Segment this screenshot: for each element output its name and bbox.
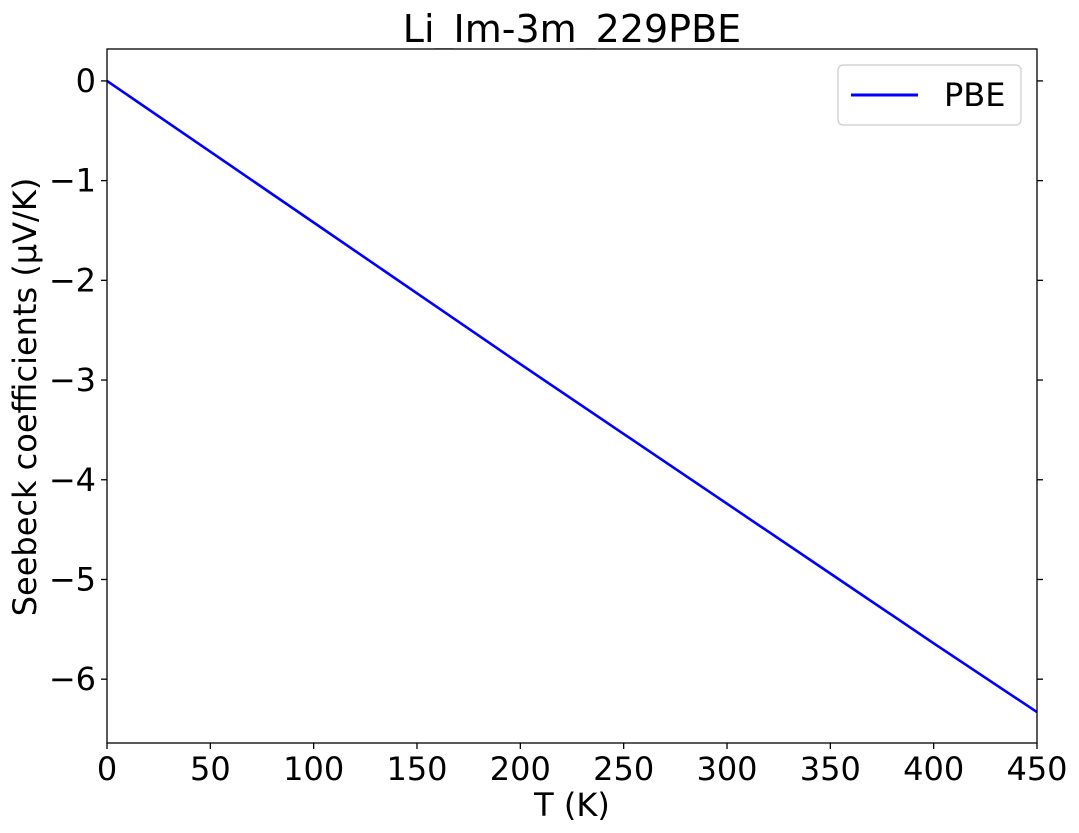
x-tick-label: 450 xyxy=(1006,750,1067,788)
legend-label: PBE xyxy=(944,76,1005,114)
y-axis-label: Seebeck coefficients (µV/K) xyxy=(6,178,44,617)
x-tick-label: 50 xyxy=(190,750,231,788)
x-tick-label: 300 xyxy=(696,750,757,788)
x-tick-label: 100 xyxy=(283,750,344,788)
plot-background xyxy=(107,49,1037,743)
y-tick-label: −6 xyxy=(49,660,96,698)
y-tick-label: −1 xyxy=(49,162,96,200)
legend: PBE xyxy=(837,64,1022,126)
x-tick-label: 350 xyxy=(800,750,861,788)
x-tick-label: 0 xyxy=(97,750,117,788)
y-tick-label: −3 xyxy=(49,361,96,399)
line-layer xyxy=(106,79,1038,714)
x-axis-label: T (K) xyxy=(533,786,610,824)
axes-layer: 0 50 100 150 200 250 300 350 400 450 0 −1 −2 −3 −4 −5 −6 xyxy=(49,48,1068,788)
x-tick-label: 250 xyxy=(593,750,654,788)
plot-area xyxy=(107,49,1037,743)
series-line-pbe xyxy=(106,79,1038,714)
x-tick-label: 400 xyxy=(903,750,964,788)
y-tick-label: −2 xyxy=(49,261,96,299)
y-tick-label: −4 xyxy=(49,461,96,499)
chart-title: Li_Im-3m_229PBE xyxy=(403,7,741,51)
x-tick-label: 150 xyxy=(386,750,447,788)
y-tick-label: 0 xyxy=(76,62,96,100)
y-tick-label: −5 xyxy=(49,560,96,598)
axes-frame xyxy=(106,48,1038,744)
legend-frame xyxy=(837,64,1022,126)
x-tick-label: 200 xyxy=(490,750,551,788)
